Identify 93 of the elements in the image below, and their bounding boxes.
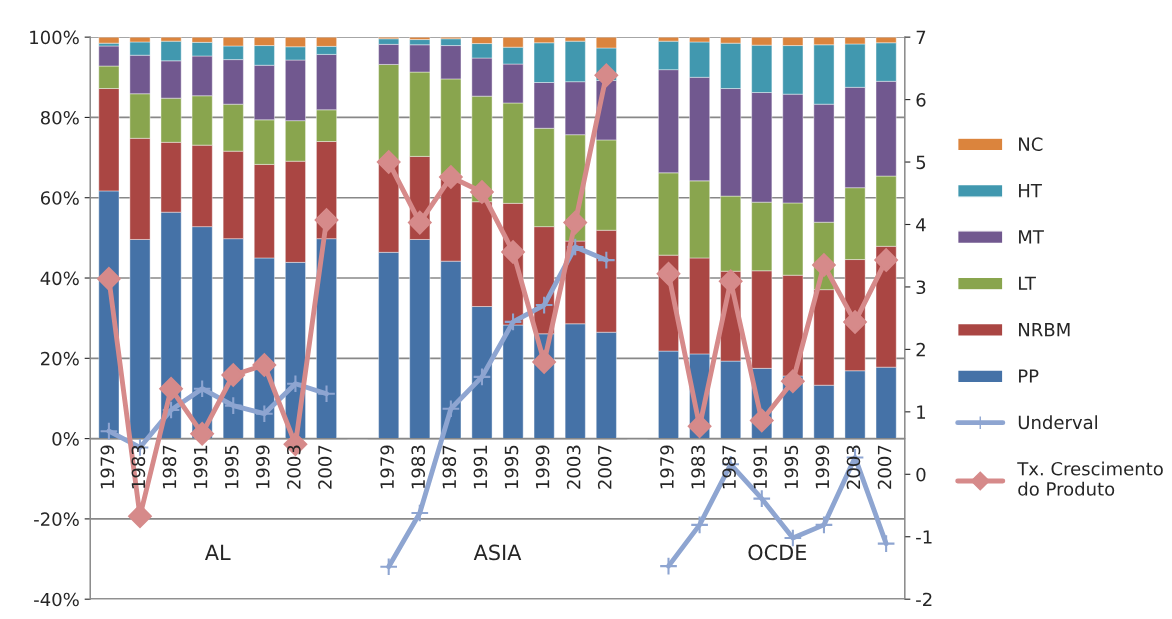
- legend-label: NC: [1019, 137, 1043, 152]
- x-tick-label: 1979: [100, 445, 115, 489]
- x-tick-label: 2003: [566, 445, 581, 489]
- point: [221, 363, 246, 387]
- point: [407, 210, 432, 235]
- y-tick-label: 100%: [30, 30, 79, 45]
- legend-label: MT: [1019, 230, 1044, 244]
- x-tick-label: 2007: [597, 445, 612, 489]
- point: [503, 312, 523, 332]
- y2-tick-label: 1: [917, 405, 926, 419]
- point: [563, 210, 588, 235]
- y2-tick-label: 6: [916, 93, 926, 107]
- y-tick-label: -40%: [34, 592, 79, 607]
- y2-tick-label: 3: [916, 280, 926, 295]
- point: [317, 384, 336, 404]
- legend-label: HT: [1019, 183, 1042, 198]
- y-tick-label: 20%: [41, 351, 79, 366]
- x-tick-label: 2007: [877, 445, 892, 489]
- x-tick-label: 1999: [535, 445, 550, 489]
- point: [159, 376, 183, 401]
- x-tick-label: 1995: [784, 445, 799, 489]
- x-tick-label: 1987: [722, 445, 736, 489]
- y2-tick-label: -2: [916, 592, 932, 607]
- x-tick-label: 1991: [473, 445, 488, 489]
- x-tick-label: 1987: [442, 445, 457, 489]
- point: [379, 557, 399, 577]
- y2-tick-label: 4: [916, 218, 926, 232]
- point: [128, 504, 152, 528]
- x-tick-label: 1999: [255, 445, 270, 489]
- y-tick-label: 80%: [40, 110, 79, 125]
- point: [376, 150, 401, 174]
- x-tick-label: 1979: [380, 445, 394, 489]
- y-tick-label: 0%: [52, 432, 79, 446]
- point: [596, 250, 616, 270]
- y-tick-label: 40%: [40, 271, 79, 286]
- x-tick-label: 1995: [504, 445, 519, 489]
- point: [876, 534, 896, 553]
- point: [812, 253, 836, 277]
- point: [690, 515, 709, 535]
- point: [472, 367, 492, 387]
- y2-tick-label: 0: [916, 467, 926, 482]
- x-tick-label: 1995: [224, 445, 239, 489]
- y-tick-label: -20%: [34, 512, 79, 527]
- x-tick-label: 2003: [287, 445, 301, 489]
- annotation: AL: [204, 544, 231, 560]
- x-tick-label: 1983: [131, 445, 146, 489]
- legend-label: PP: [1019, 369, 1039, 383]
- point: [410, 503, 430, 523]
- legend-label: Underval: [1018, 415, 1097, 430]
- legend-label: LT: [1019, 276, 1036, 290]
- y2-tick-label: -1: [916, 530, 932, 544]
- point: [470, 180, 494, 204]
- point: [594, 63, 619, 88]
- annotation: ASIA: [473, 544, 522, 561]
- point: [749, 408, 774, 433]
- point: [192, 379, 212, 399]
- legend-label: Tx. Crescimento do Produto: [1017, 461, 1163, 496]
- x-tick-label: 1991: [753, 445, 768, 489]
- point: [223, 396, 243, 415]
- annotation: OCDE: [748, 544, 807, 561]
- y-tick-label: 60%: [40, 191, 79, 205]
- point: [254, 404, 274, 424]
- x-tick-label: 1991: [193, 445, 208, 489]
- legend-label: NRBM: [1019, 323, 1070, 337]
- point: [659, 556, 678, 576]
- point: [532, 350, 556, 374]
- point: [99, 421, 119, 441]
- point: [534, 295, 554, 315]
- y2-tick-label: 7: [916, 30, 926, 44]
- bar: [98, 37, 120, 44]
- x-tick-label: 1987: [162, 445, 177, 489]
- point: [439, 165, 463, 189]
- point: [252, 353, 277, 377]
- x-tick-label: 1979: [660, 445, 674, 489]
- x-tick-label: 1999: [815, 445, 830, 489]
- point: [874, 248, 898, 272]
- point: [97, 266, 121, 291]
- x-tick-label: 2003: [846, 445, 861, 489]
- point: [656, 261, 681, 286]
- point: [781, 369, 805, 394]
- point: [814, 515, 834, 535]
- point: [718, 269, 743, 294]
- point: [752, 489, 772, 509]
- point: [314, 208, 339, 232]
- x-tick-label: 1983: [691, 445, 705, 489]
- point: [441, 399, 461, 419]
- point: [843, 310, 867, 334]
- point: [190, 421, 215, 446]
- x-tick-label: 1983: [411, 445, 426, 489]
- y2-tick-label: 5: [916, 155, 926, 170]
- y2-tick-label: 2: [916, 342, 925, 357]
- x-tick-label: 2007: [318, 445, 332, 489]
- point: [501, 240, 525, 264]
